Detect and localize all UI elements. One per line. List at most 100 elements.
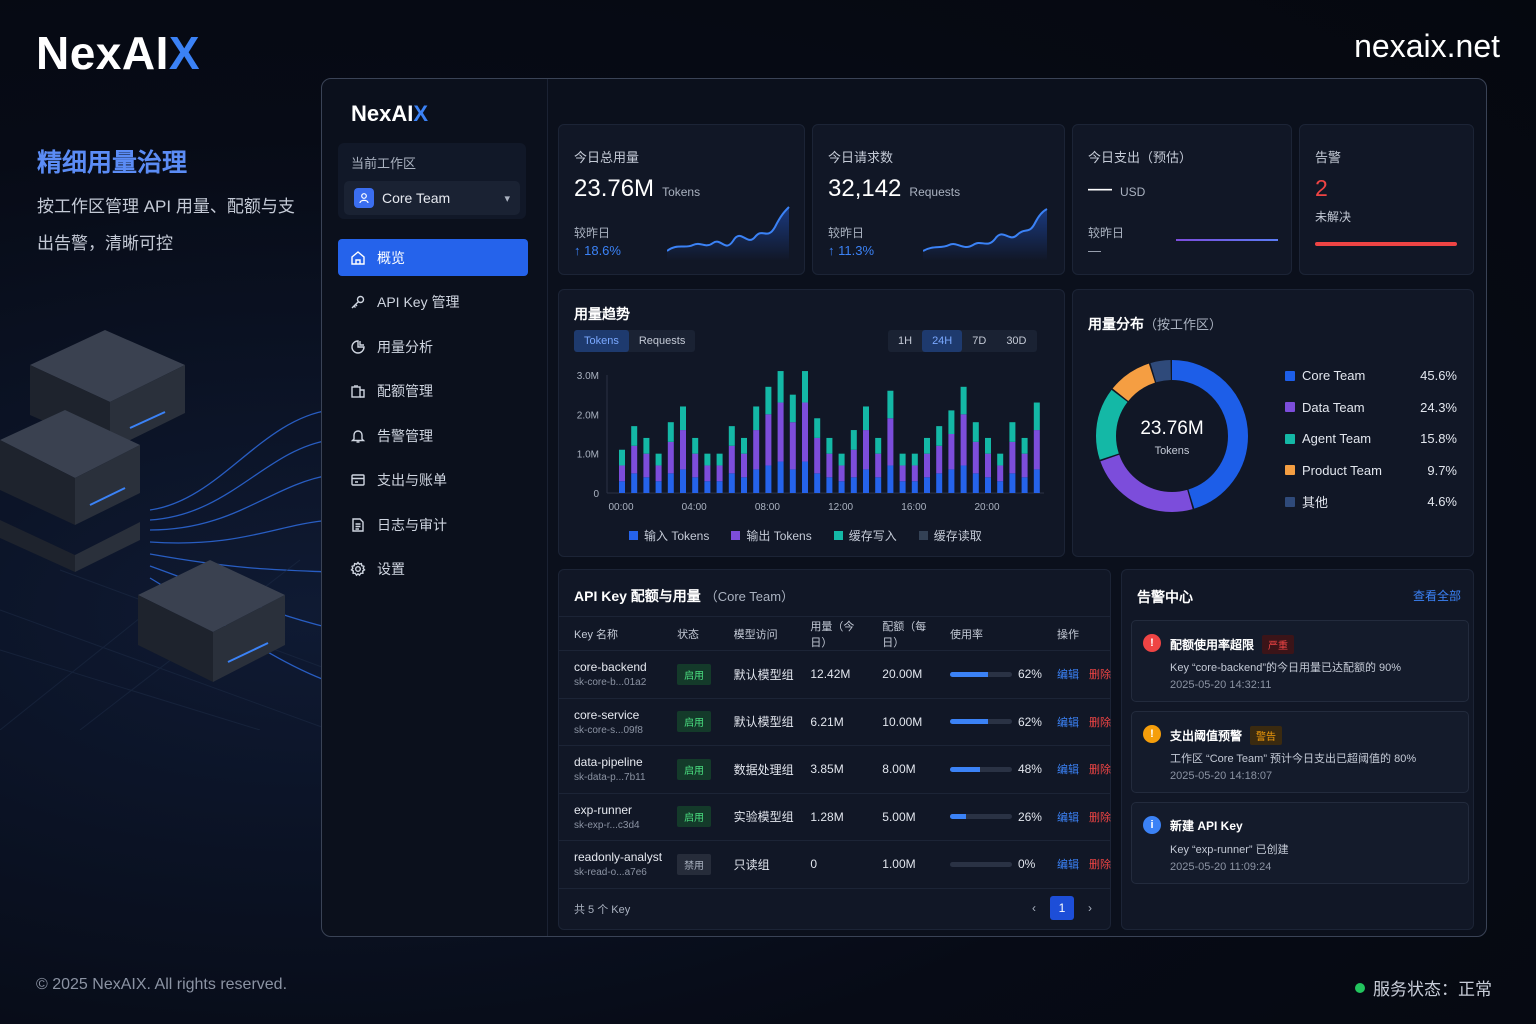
gear-icon: [350, 561, 366, 577]
usage-bar: [949, 766, 1012, 772]
quota-cell: 20.00M: [867, 650, 935, 699]
delete-button[interactable]: 删除: [1089, 859, 1111, 872]
stat-compare-label: 较昨日: [574, 226, 611, 240]
edit-button[interactable]: 编辑: [1057, 764, 1079, 777]
bar-segment: [875, 453, 882, 478]
tab-1h[interactable]: 1H: [898, 335, 913, 347]
bar-segment: [863, 406, 869, 431]
sidebar-item-label: 告警管理: [377, 427, 433, 444]
sidebar-item-billing[interactable]: 支出与账单: [338, 462, 528, 499]
tab-24h[interactable]: 24H: [922, 330, 963, 352]
stat-change: ↑ 11.3%: [828, 243, 875, 258]
workspace-selected: Core Team: [382, 190, 451, 206]
workspace-switcher: 当前工作区 Core Team ▾: [338, 143, 526, 219]
stat-value: — USD: [1088, 175, 1146, 202]
app-logo[interactable]: NexAIX: [351, 101, 429, 126]
log-icon: [350, 517, 366, 533]
sidebar-item-quota[interactable]: 配额管理: [338, 373, 528, 410]
bar-segment: [802, 461, 808, 493]
status-badge: 启用: [677, 711, 712, 733]
bar-segment: [619, 449, 625, 466]
bar-segment: [972, 422, 979, 442]
alert-sub-label: 未解决: [1315, 210, 1352, 224]
alert-title: 新建 API Key: [1170, 819, 1243, 833]
tab-tokens[interactable]: Tokens: [574, 330, 629, 352]
bar-segment: [704, 465, 711, 482]
severity-badge: 警告: [1250, 726, 1283, 745]
used-cell: 3.85M: [795, 745, 868, 794]
stat-compare-label: 较昨日: [828, 226, 865, 240]
bar-segment: [850, 477, 857, 493]
model-cell: 只读组: [718, 840, 796, 889]
chevron-down-icon: ▾: [504, 192, 510, 205]
bar-segment: [728, 426, 735, 446]
key-icon: [350, 294, 366, 310]
bar-segment: [887, 418, 894, 466]
chevron-left-icon[interactable]: ‹: [1032, 901, 1036, 915]
model-cell: 实验模型组: [718, 793, 796, 841]
bar-segment: [1033, 469, 1040, 493]
bar-segment: [997, 481, 1004, 493]
bar-segment: [936, 445, 943, 474]
home-icon: [350, 250, 366, 266]
bar-segment: [924, 437, 930, 454]
bar-segment: [716, 453, 723, 466]
x-tick-label: 20:00: [974, 502, 999, 513]
bar-segment: [765, 386, 772, 415]
stat-card-tokens: 今日总用量 23.76M Tokens 较昨日 ↑ 18.6%: [558, 124, 805, 275]
bar-segment: [716, 481, 723, 493]
bar-segment: [1033, 430, 1040, 470]
edit-button[interactable]: 编辑: [1057, 669, 1079, 682]
delete-button[interactable]: 删除: [1089, 764, 1111, 777]
chevron-right-icon[interactable]: ›: [1088, 901, 1092, 915]
delete-button[interactable]: 删除: [1089, 669, 1111, 682]
sidebar-item-alerts[interactable]: 告警管理: [338, 417, 528, 454]
bar-segment: [1009, 441, 1016, 474]
status-dot: [1355, 982, 1365, 993]
bar-segment: [716, 465, 723, 482]
bar-segment: [765, 414, 772, 466]
bar-segment: [680, 406, 686, 431]
donut-center: 23.76M Tokens: [1093, 418, 1251, 457]
quota-cell: 8.00M: [867, 745, 935, 794]
stat-change: ↑ 18.6%: [574, 243, 621, 258]
tab-30d[interactable]: 30D: [1006, 335, 1027, 347]
alert-item-quota[interactable]: ! 配额使用率超限 严重 Key “core-backend”的今日用量已达配额的…: [1131, 620, 1469, 702]
sidebar-item-usage-analysis[interactable]: 用量分析: [338, 328, 528, 365]
alert-center-card: 告警中心 查看全部 ! 配额使用率超限 严重 Key “core-backend”…: [1121, 569, 1474, 930]
edit-button[interactable]: 编辑: [1057, 811, 1079, 824]
sidebar-item-settings[interactable]: 设置: [338, 551, 528, 588]
service-status: 服务状态：正常: [1355, 975, 1492, 1000]
alert-time: 2025-05-20 11:09:24: [1170, 861, 1272, 873]
bar-segment: [960, 465, 967, 493]
delete-button[interactable]: 删除: [1089, 811, 1111, 824]
key-name-cell: core-service sk-core-s...09f8: [559, 698, 663, 746]
bar-segment: [789, 469, 796, 493]
tab-requests[interactable]: Requests: [638, 335, 686, 347]
view-all-link[interactable]: 查看全部: [1412, 589, 1461, 603]
delete-button[interactable]: 删除: [1089, 716, 1111, 729]
alert-time: 2025-05-20 14:18:07: [1170, 770, 1273, 782]
usage-cell: 26%: [934, 793, 1042, 841]
pagination: ‹ 1 ›: [1032, 896, 1092, 920]
sidebar-item-label: 日志与审计: [377, 516, 447, 533]
sidebar-item-overview[interactable]: 概览: [338, 239, 528, 276]
alert-item-spend[interactable]: ! 支出阈值预警 警告 工作区 “Core Team” 预计今日支出已超阈值的 8…: [1131, 711, 1469, 793]
range-tabs: 1H 24H 7D 30D: [888, 330, 1037, 352]
legend-row: 其他 4.6%: [1285, 486, 1457, 518]
edit-button[interactable]: 编辑: [1057, 716, 1079, 729]
bar-segment: [619, 481, 625, 493]
alert-item-new-key[interactable]: i 新建 API Key Key “exp-runner” 已创建 2025-0…: [1131, 802, 1469, 884]
column-header: 使用率: [934, 616, 1042, 651]
sidebar-item-logs[interactable]: 日志与审计: [338, 506, 528, 543]
edit-button[interactable]: 编辑: [1057, 859, 1079, 872]
tab-7d[interactable]: 7D: [972, 335, 987, 347]
sidebar-item-api-keys[interactable]: API Key 管理: [338, 284, 528, 321]
page-current[interactable]: 1: [1050, 896, 1074, 920]
metric-tabs: Tokens Requests: [574, 330, 696, 352]
workspace-select[interactable]: Core Team ▾: [344, 181, 520, 215]
bar-segment: [875, 477, 882, 493]
stat-change: —: [1088, 243, 1101, 258]
bar-segment: [911, 481, 918, 493]
legend-input: 输入 Tokens: [629, 527, 709, 544]
